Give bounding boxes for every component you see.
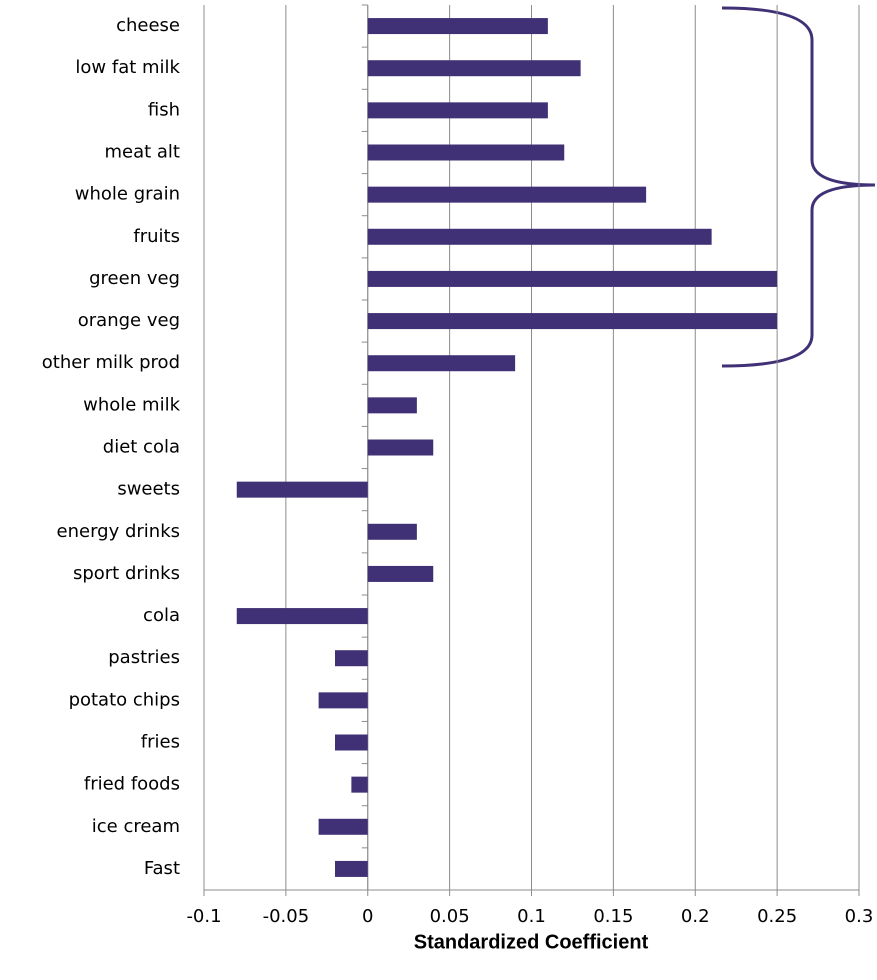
bar bbox=[236, 481, 368, 498]
bar bbox=[367, 313, 778, 330]
x-tick-label: 0 bbox=[362, 906, 373, 927]
bar bbox=[367, 18, 548, 35]
y-tick-label: sweets bbox=[117, 479, 180, 500]
y-tick-label: diet cola bbox=[103, 437, 180, 458]
bar bbox=[335, 734, 368, 751]
bar bbox=[367, 439, 434, 456]
x-tick-label: 0.1 bbox=[517, 906, 546, 927]
x-tick-label: -0.1 bbox=[186, 906, 221, 927]
y-tick-label: green veg bbox=[89, 268, 180, 289]
bar bbox=[236, 608, 368, 625]
bar bbox=[367, 186, 647, 203]
y-tick-label: cheese bbox=[116, 15, 180, 36]
y-tick-label: fruits bbox=[133, 226, 180, 247]
y-tick-label: potato chips bbox=[69, 689, 180, 710]
bracket bbox=[721, 6, 876, 368]
y-tick-label: orange veg bbox=[78, 310, 180, 331]
bar bbox=[335, 650, 368, 667]
y-tick-label: meat alt bbox=[104, 142, 180, 163]
y-tick-label: ice cream bbox=[92, 816, 180, 837]
y-tick-label: cola bbox=[143, 605, 180, 626]
bar bbox=[318, 692, 368, 709]
bar bbox=[367, 397, 417, 414]
bar bbox=[367, 60, 581, 77]
bar bbox=[367, 144, 565, 161]
x-tick-label: 0.05 bbox=[430, 906, 470, 927]
y-tick-label: fried foods bbox=[84, 774, 180, 795]
y-tick-label: energy drinks bbox=[57, 521, 180, 542]
y-tick-label: pastries bbox=[108, 647, 180, 668]
y-tick-label: whole milk bbox=[83, 394, 180, 415]
y-tick-label: fries bbox=[141, 732, 180, 753]
bar bbox=[367, 228, 712, 245]
y-tick-label: sport drinks bbox=[73, 563, 180, 584]
x-tick-label: -0.05 bbox=[263, 906, 310, 927]
bar bbox=[367, 523, 417, 540]
bar bbox=[367, 355, 516, 372]
x-axis-title: Standardized Coefficient bbox=[414, 931, 649, 953]
x-tick-label: 0.15 bbox=[593, 906, 633, 927]
y-tick-label: whole grain bbox=[75, 184, 180, 205]
bar bbox=[335, 860, 368, 877]
y-tick-label: Fast bbox=[144, 858, 180, 879]
bar bbox=[367, 102, 548, 119]
x-tick-label: 0.2 bbox=[681, 906, 710, 927]
x-tick-label: 0.25 bbox=[757, 906, 797, 927]
y-tick-label: low fat milk bbox=[75, 57, 180, 78]
bar bbox=[318, 818, 368, 835]
bar bbox=[351, 776, 368, 793]
y-tick-label: other milk prod bbox=[42, 352, 180, 373]
bar bbox=[367, 565, 434, 582]
x-tick-label: 0.3 bbox=[845, 906, 874, 927]
bar bbox=[367, 270, 778, 287]
y-tick-label: fish bbox=[148, 99, 180, 120]
